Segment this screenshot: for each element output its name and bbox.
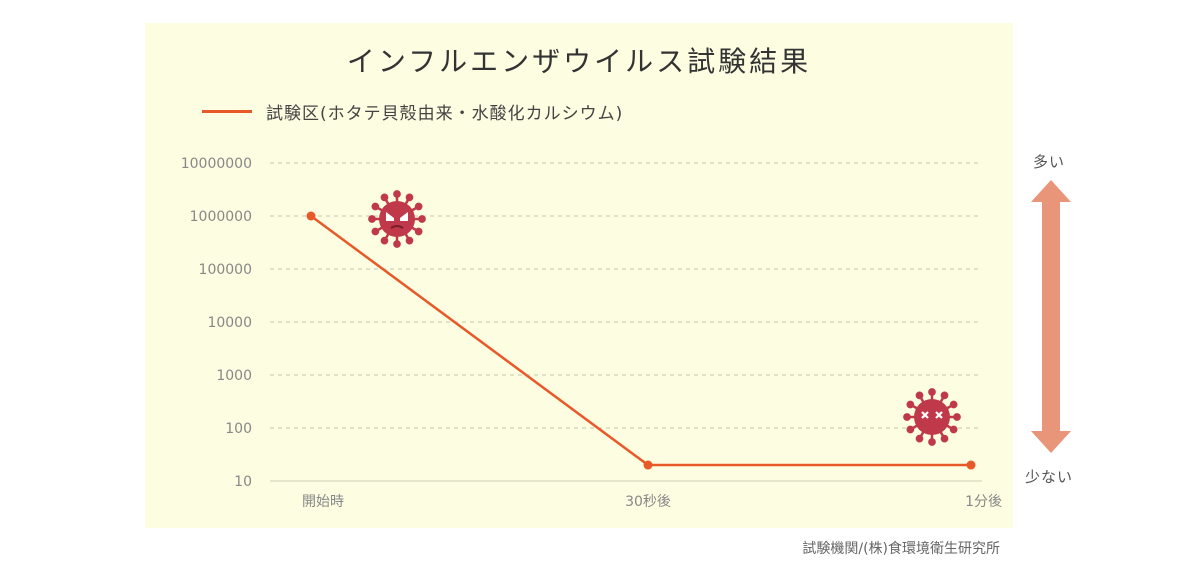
y-tick-label: 1000000 (190, 209, 252, 225)
y-tick-label: 10000 (207, 315, 252, 331)
data-point (306, 211, 316, 221)
y-tick-label: 10 (234, 474, 252, 490)
x-tick-label: 1分後 (965, 494, 1002, 510)
x-tick-label: 30秒後 (625, 494, 671, 510)
chart-title: インフルエンザウイルス試験結果 (346, 45, 812, 78)
arrow-top-label: 多い (1033, 153, 1066, 171)
y-tick-label: 1000 (216, 368, 252, 384)
more-less-arrow-icon (1031, 180, 1071, 453)
legend-swatch (202, 109, 252, 113)
y-tick-label: 100 (225, 421, 252, 437)
x-tick-labels: 開始時 30秒後 1分後 (302, 494, 1002, 510)
grid-lines (270, 162, 982, 482)
virus-dead-icon (903, 388, 961, 446)
legend: 試験区(ホタテ貝殻由来・水酸化カルシウム) (202, 98, 623, 124)
y-tick-label: 100000 (199, 262, 252, 278)
series-points (306, 211, 976, 470)
arrow-bottom-label: 少ない (1025, 468, 1074, 486)
y-tick-labels: 10 100 1000 10000 100000 1000000 10000000 (181, 156, 252, 490)
x-tick-label: 開始時 (302, 494, 344, 510)
y-tick-label: 10000000 (181, 156, 252, 172)
data-point (966, 460, 976, 470)
legend-label: 試験区(ホタテ貝殻由来・水酸化カルシウム) (266, 103, 624, 124)
virus-active-icon (368, 190, 426, 248)
credit-text: 試験機関/(株)食環境衛生研究所 (802, 541, 1000, 557)
data-point (643, 460, 653, 470)
chart-panel (145, 23, 1013, 528)
